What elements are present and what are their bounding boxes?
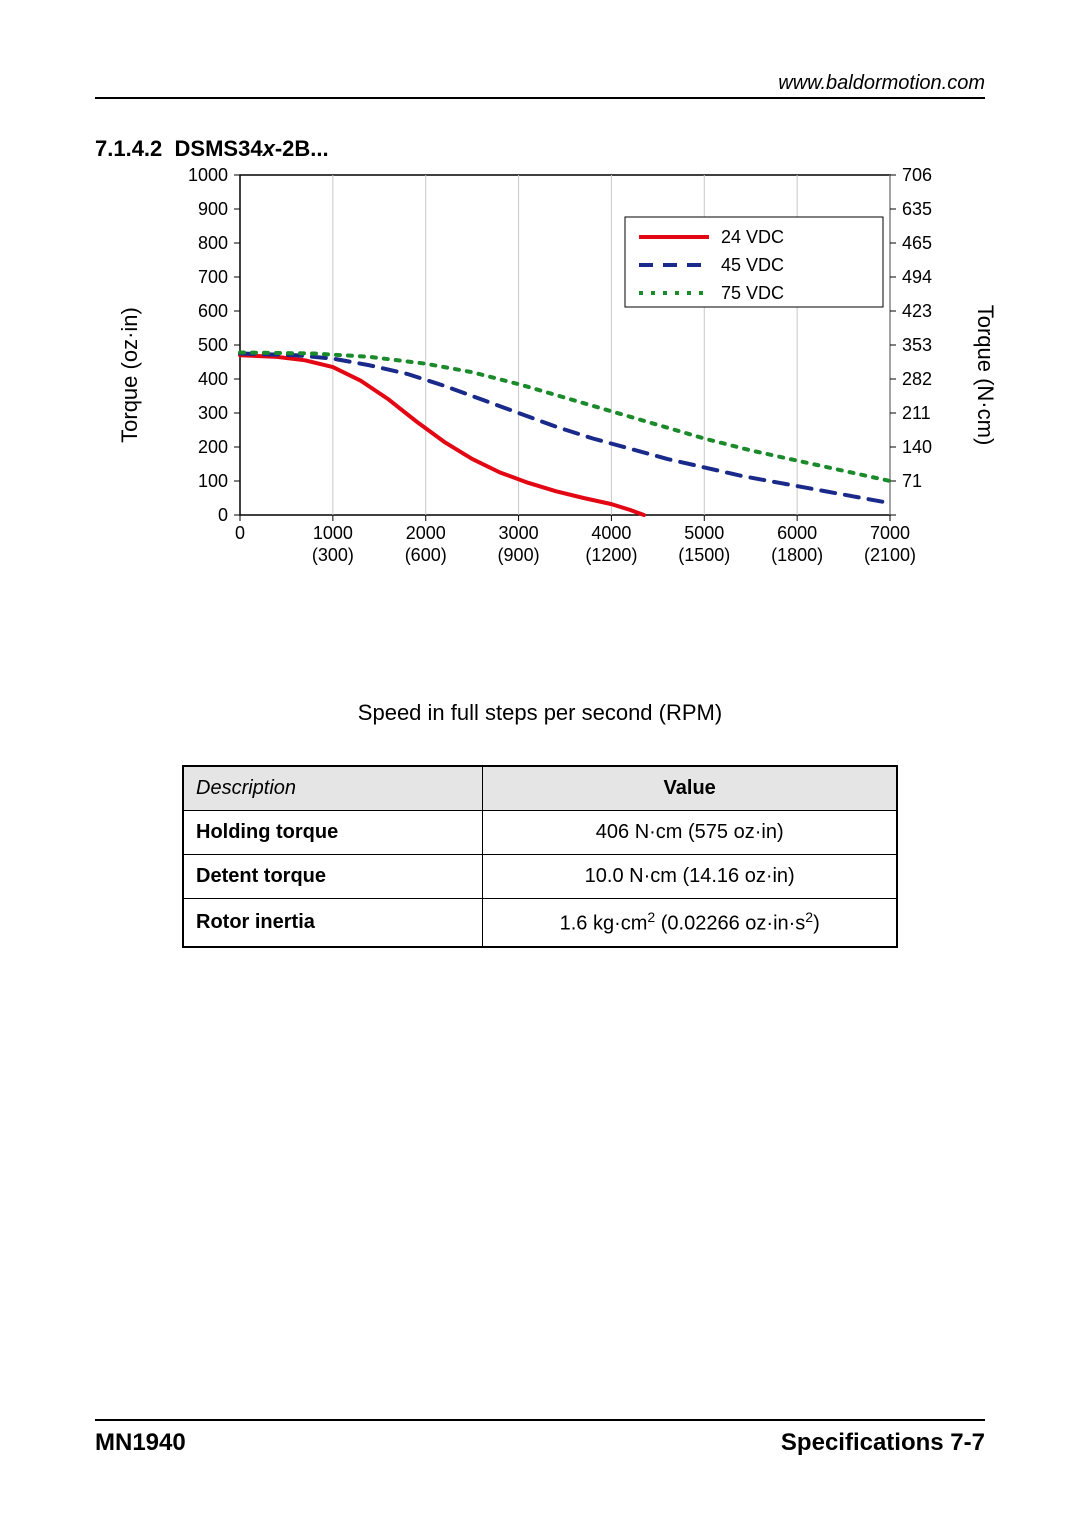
svg-text:423: 423 <box>902 301 932 321</box>
svg-text:(1500): (1500) <box>678 545 730 565</box>
svg-text:500: 500 <box>198 335 228 355</box>
header-url: www.baldormotion.com <box>778 72 985 94</box>
svg-text:(1200): (1200) <box>585 545 637 565</box>
table-row: Holding torque406 N·cm (575 oz·in) <box>183 811 897 855</box>
svg-text:200: 200 <box>198 437 228 457</box>
svg-text:0: 0 <box>218 505 228 525</box>
svg-text:140: 140 <box>902 437 932 457</box>
svg-text:494: 494 <box>902 267 932 287</box>
svg-text:100: 100 <box>198 471 228 491</box>
table-row: Rotor inertia1.6 kg·cm2 (0.02266 oz·in·s… <box>183 899 897 947</box>
svg-text:600: 600 <box>198 301 228 321</box>
footer-right: Specifications 7-7 <box>781 1429 985 1457</box>
spec-table: Description Value Holding torque406 N·cm… <box>182 765 898 948</box>
svg-text:24 VDC: 24 VDC <box>721 227 784 247</box>
y-axis-right-label: Torque (N·cm) <box>972 305 998 446</box>
svg-text:(900): (900) <box>498 545 540 565</box>
svg-text:(1800): (1800) <box>771 545 823 565</box>
svg-text:75 VDC: 75 VDC <box>721 283 784 303</box>
page-footer: MN1940 Specifications 7-7 <box>95 1419 985 1457</box>
table-cell-description: Holding torque <box>183 811 483 855</box>
svg-text:353: 353 <box>902 335 932 355</box>
section-heading: 7.1.4.2 DSMS34x-2B... <box>95 136 329 162</box>
table-header-description: Description <box>183 766 483 811</box>
svg-text:5000: 5000 <box>684 523 724 543</box>
chart-svg: 01000(300)2000(600)3000(900)4000(1200)50… <box>165 165 945 605</box>
table-cell-value: 10.0 N·cm (14.16 oz·in) <box>483 855 897 899</box>
svg-text:635: 635 <box>902 199 932 219</box>
svg-text:(600): (600) <box>405 545 447 565</box>
footer-left: MN1940 <box>95 1429 186 1457</box>
svg-text:211: 211 <box>902 403 931 423</box>
svg-text:(300): (300) <box>312 545 354 565</box>
page: www.baldormotion.com 7.1.4.2 DSMS34x-2B.… <box>0 0 1080 1529</box>
svg-text:71: 71 <box>902 471 922 491</box>
svg-text:6000: 6000 <box>777 523 817 543</box>
table-cell-description: Rotor inertia <box>183 899 483 947</box>
svg-text:400: 400 <box>198 369 228 389</box>
table-header-value: Value <box>483 766 897 811</box>
svg-text:7000: 7000 <box>870 523 910 543</box>
svg-text:4000: 4000 <box>591 523 631 543</box>
svg-text:900: 900 <box>198 199 228 219</box>
torque-speed-chart: 01000(300)2000(600)3000(900)4000(1200)50… <box>165 165 945 605</box>
svg-text:3000: 3000 <box>499 523 539 543</box>
section-title-italic: x <box>263 136 275 161</box>
table-cell-value: 1.6 kg·cm2 (0.02266 oz·in·s2) <box>483 899 897 947</box>
svg-text:465: 465 <box>902 233 932 253</box>
svg-text:300: 300 <box>198 403 228 423</box>
svg-text:800: 800 <box>198 233 228 253</box>
section-title-suffix: -2B... <box>275 136 329 161</box>
svg-text:1000: 1000 <box>313 523 353 543</box>
page-header: www.baldormotion.com <box>95 72 985 99</box>
section-number: 7.1.4.2 <box>95 136 162 161</box>
svg-text:0: 0 <box>235 523 245 543</box>
table-header-row: Description Value <box>183 766 897 811</box>
svg-text:282: 282 <box>902 369 932 389</box>
svg-text:700: 700 <box>198 267 228 287</box>
table-cell-value: 406 N·cm (575 oz·in) <box>483 811 897 855</box>
svg-text:(2100): (2100) <box>864 545 916 565</box>
x-axis-label: Speed in full steps per second (RPM) <box>0 700 1080 726</box>
table-row: Detent torque10.0 N·cm (14.16 oz·in) <box>183 855 897 899</box>
y-axis-left-label: Torque (oz·in) <box>117 307 143 443</box>
svg-text:2000: 2000 <box>406 523 446 543</box>
svg-text:45 VDC: 45 VDC <box>721 255 784 275</box>
svg-text:1000: 1000 <box>188 165 228 185</box>
section-title-prefix: DSMS34 <box>175 136 263 161</box>
table-cell-description: Detent torque <box>183 855 483 899</box>
svg-text:706: 706 <box>902 165 932 185</box>
